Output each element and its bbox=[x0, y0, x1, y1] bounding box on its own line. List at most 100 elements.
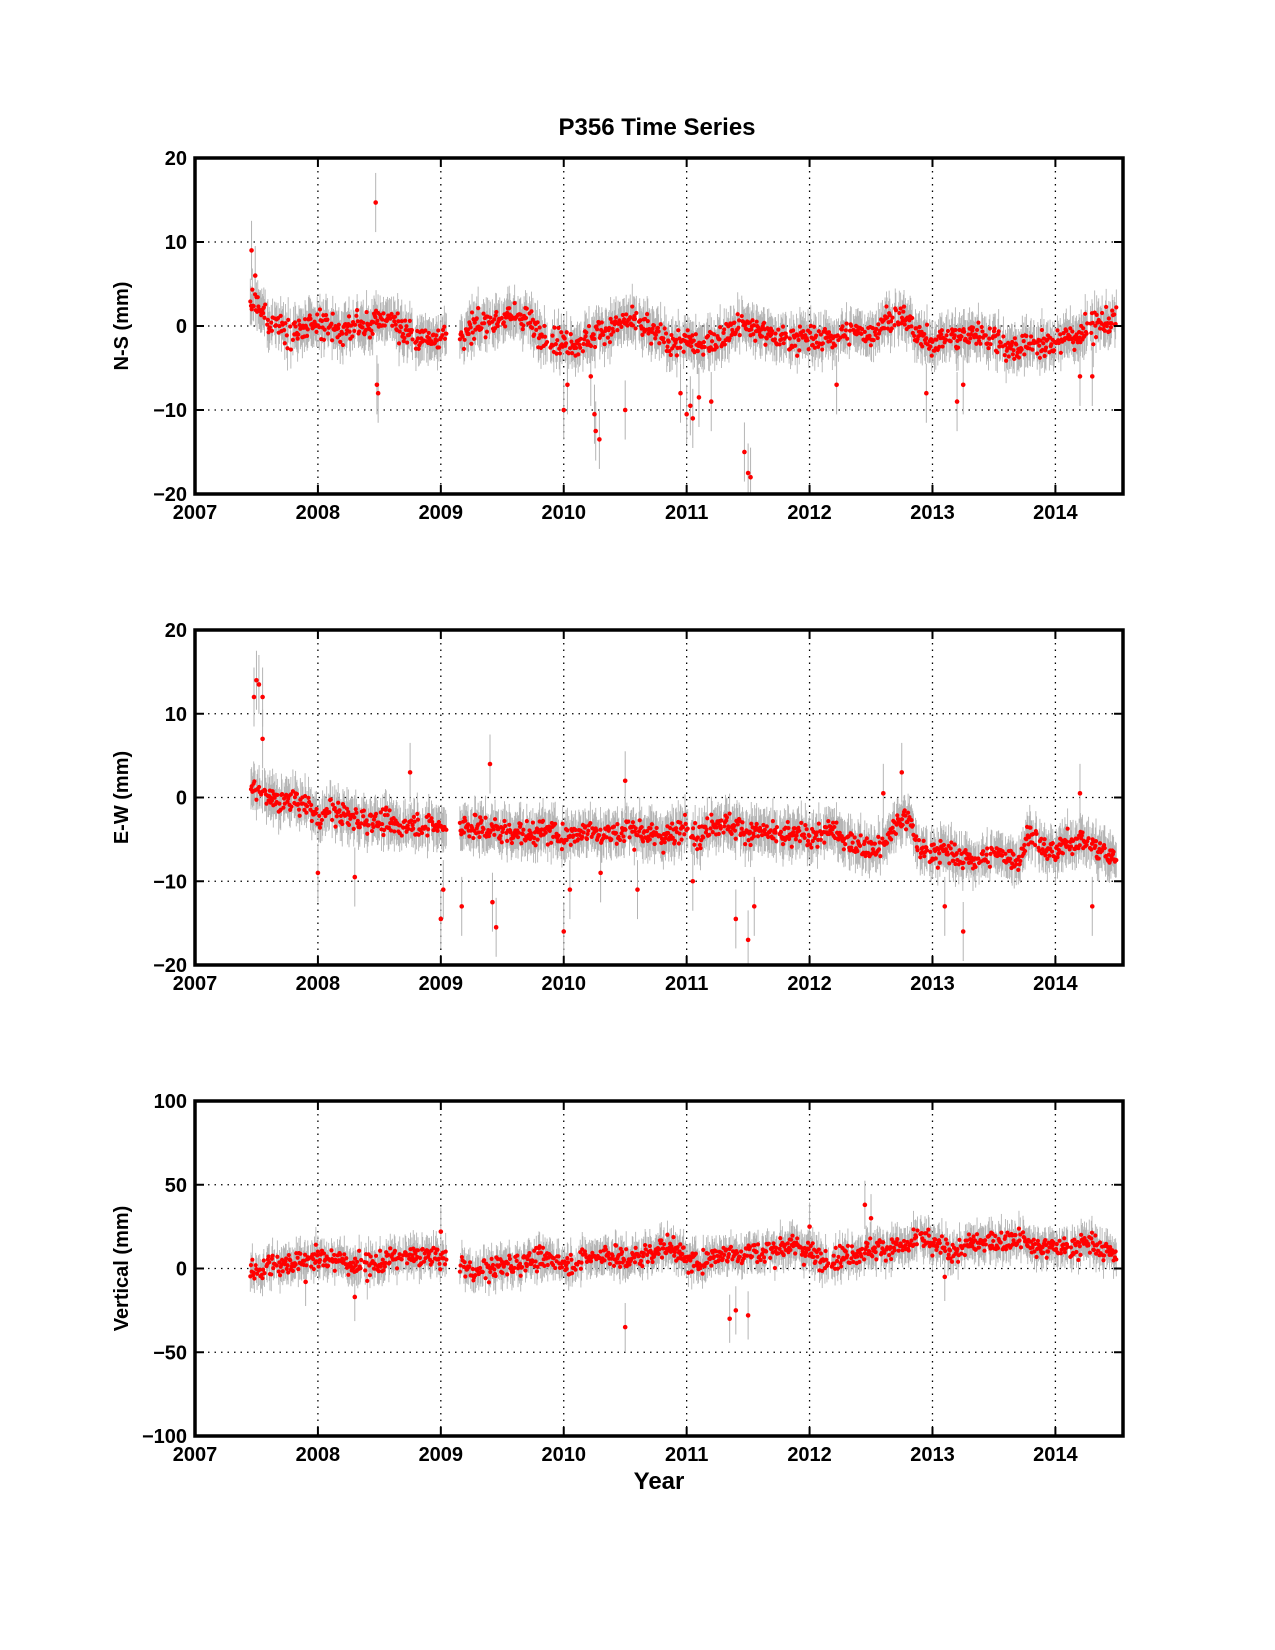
data-point bbox=[277, 801, 282, 806]
data-point bbox=[814, 333, 819, 338]
data-point bbox=[943, 847, 949, 852]
data-point bbox=[472, 320, 477, 325]
data-point bbox=[429, 816, 434, 821]
data-point bbox=[289, 804, 294, 809]
data-point bbox=[674, 826, 679, 831]
data-point bbox=[1043, 853, 1048, 858]
data-point bbox=[407, 318, 412, 323]
data-point bbox=[518, 312, 523, 317]
outlier-point bbox=[459, 904, 465, 909]
data-point bbox=[611, 824, 617, 829]
data-point bbox=[411, 814, 417, 819]
data-points bbox=[248, 779, 1119, 872]
y-tick-label: 20 bbox=[165, 148, 187, 170]
data-point bbox=[984, 852, 989, 857]
data-point bbox=[412, 819, 417, 824]
data-point bbox=[889, 837, 894, 842]
data-point bbox=[1010, 339, 1015, 345]
data-point bbox=[520, 831, 525, 837]
data-point bbox=[794, 833, 799, 838]
data-point bbox=[674, 337, 679, 343]
data-point bbox=[1102, 328, 1107, 333]
data-point bbox=[876, 847, 882, 852]
data-point bbox=[473, 813, 478, 818]
data-point bbox=[588, 820, 593, 826]
data-point bbox=[1043, 345, 1049, 350]
data-point bbox=[330, 311, 335, 316]
data-point bbox=[635, 833, 640, 838]
data-point bbox=[1074, 836, 1080, 841]
data-point bbox=[340, 821, 345, 827]
data-point bbox=[580, 349, 586, 354]
data-point bbox=[640, 326, 646, 331]
data-point bbox=[598, 827, 603, 832]
tick-marks bbox=[194, 157, 1123, 495]
x-tick-label: 2013 bbox=[910, 973, 955, 995]
data-point bbox=[704, 827, 709, 832]
data-point bbox=[814, 830, 819, 835]
data-point bbox=[970, 325, 976, 330]
data-point bbox=[1037, 343, 1042, 348]
data-point bbox=[529, 309, 534, 314]
data-point bbox=[351, 826, 356, 831]
x-tick-label: 2013 bbox=[910, 502, 955, 524]
data-point bbox=[1110, 308, 1115, 313]
data-point bbox=[1055, 855, 1060, 860]
data-point bbox=[252, 779, 257, 784]
data-point bbox=[948, 846, 953, 851]
data-point bbox=[799, 820, 804, 825]
data-point bbox=[721, 830, 726, 835]
data-point bbox=[929, 353, 934, 358]
data-point bbox=[1114, 305, 1119, 310]
data-point bbox=[423, 824, 428, 829]
data-point bbox=[571, 833, 576, 838]
data-point bbox=[1097, 841, 1103, 846]
data-point bbox=[634, 310, 639, 316]
data-point bbox=[468, 325, 473, 330]
data-point bbox=[930, 339, 935, 344]
data-point bbox=[292, 320, 298, 325]
data-point bbox=[1039, 836, 1044, 841]
data-point bbox=[939, 328, 944, 333]
data-point bbox=[885, 315, 890, 320]
data-point bbox=[889, 326, 894, 331]
data-point bbox=[746, 838, 751, 843]
data-point bbox=[474, 316, 479, 321]
data-point bbox=[425, 833, 430, 838]
data-point bbox=[319, 318, 325, 324]
outlier-point bbox=[745, 937, 751, 943]
data-point bbox=[1102, 845, 1107, 851]
data-point bbox=[442, 324, 447, 329]
data-point bbox=[737, 333, 742, 338]
data-point bbox=[444, 827, 449, 832]
outlier-point bbox=[352, 874, 358, 880]
data-point bbox=[922, 854, 927, 859]
data-point bbox=[874, 326, 879, 332]
data-point bbox=[763, 342, 768, 347]
data-point bbox=[803, 822, 808, 828]
data-point bbox=[498, 833, 503, 838]
data-point bbox=[983, 333, 988, 338]
data-point bbox=[867, 333, 872, 338]
data-point bbox=[1112, 312, 1117, 317]
data-point bbox=[1009, 343, 1014, 348]
data-point bbox=[918, 855, 923, 860]
data-point bbox=[924, 848, 930, 853]
data-point bbox=[714, 825, 719, 830]
data-point bbox=[826, 819, 831, 824]
data-point bbox=[607, 826, 612, 831]
data-point bbox=[583, 334, 588, 339]
data-point bbox=[384, 805, 389, 810]
outlier-point bbox=[438, 916, 444, 922]
data-point bbox=[633, 826, 638, 831]
data-point bbox=[462, 337, 467, 342]
data-point bbox=[832, 824, 837, 830]
data-point bbox=[670, 821, 675, 826]
data-point bbox=[530, 820, 535, 825]
data-point bbox=[604, 835, 609, 840]
data-point bbox=[535, 320, 540, 325]
data-point bbox=[288, 792, 293, 797]
y-tick-label: −10 bbox=[153, 400, 187, 422]
data-point bbox=[860, 326, 865, 332]
